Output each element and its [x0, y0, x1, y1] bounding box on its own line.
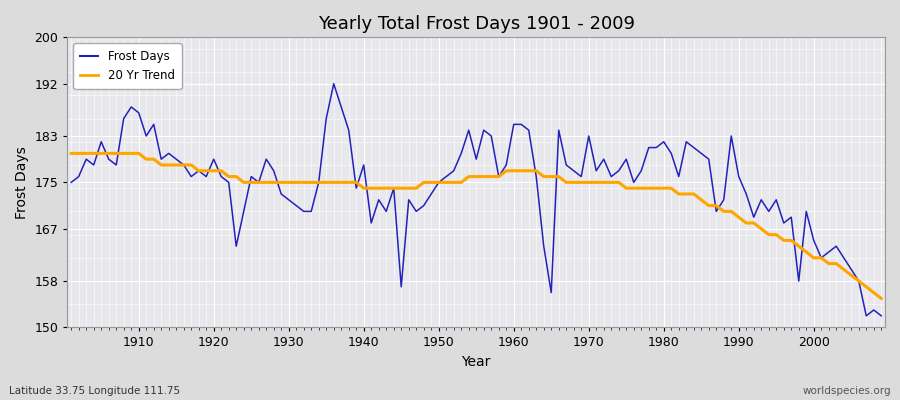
Text: worldspecies.org: worldspecies.org [803, 386, 891, 396]
Title: Yearly Total Frost Days 1901 - 2009: Yearly Total Frost Days 1901 - 2009 [318, 15, 634, 33]
X-axis label: Year: Year [462, 355, 490, 369]
Text: Latitude 33.75 Longitude 111.75: Latitude 33.75 Longitude 111.75 [9, 386, 180, 396]
Legend: Frost Days, 20 Yr Trend: Frost Days, 20 Yr Trend [74, 43, 182, 89]
Y-axis label: Frost Days: Frost Days [15, 146, 29, 219]
